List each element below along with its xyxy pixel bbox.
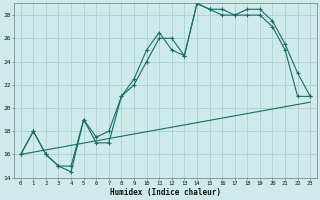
X-axis label: Humidex (Indice chaleur): Humidex (Indice chaleur) bbox=[110, 188, 221, 197]
